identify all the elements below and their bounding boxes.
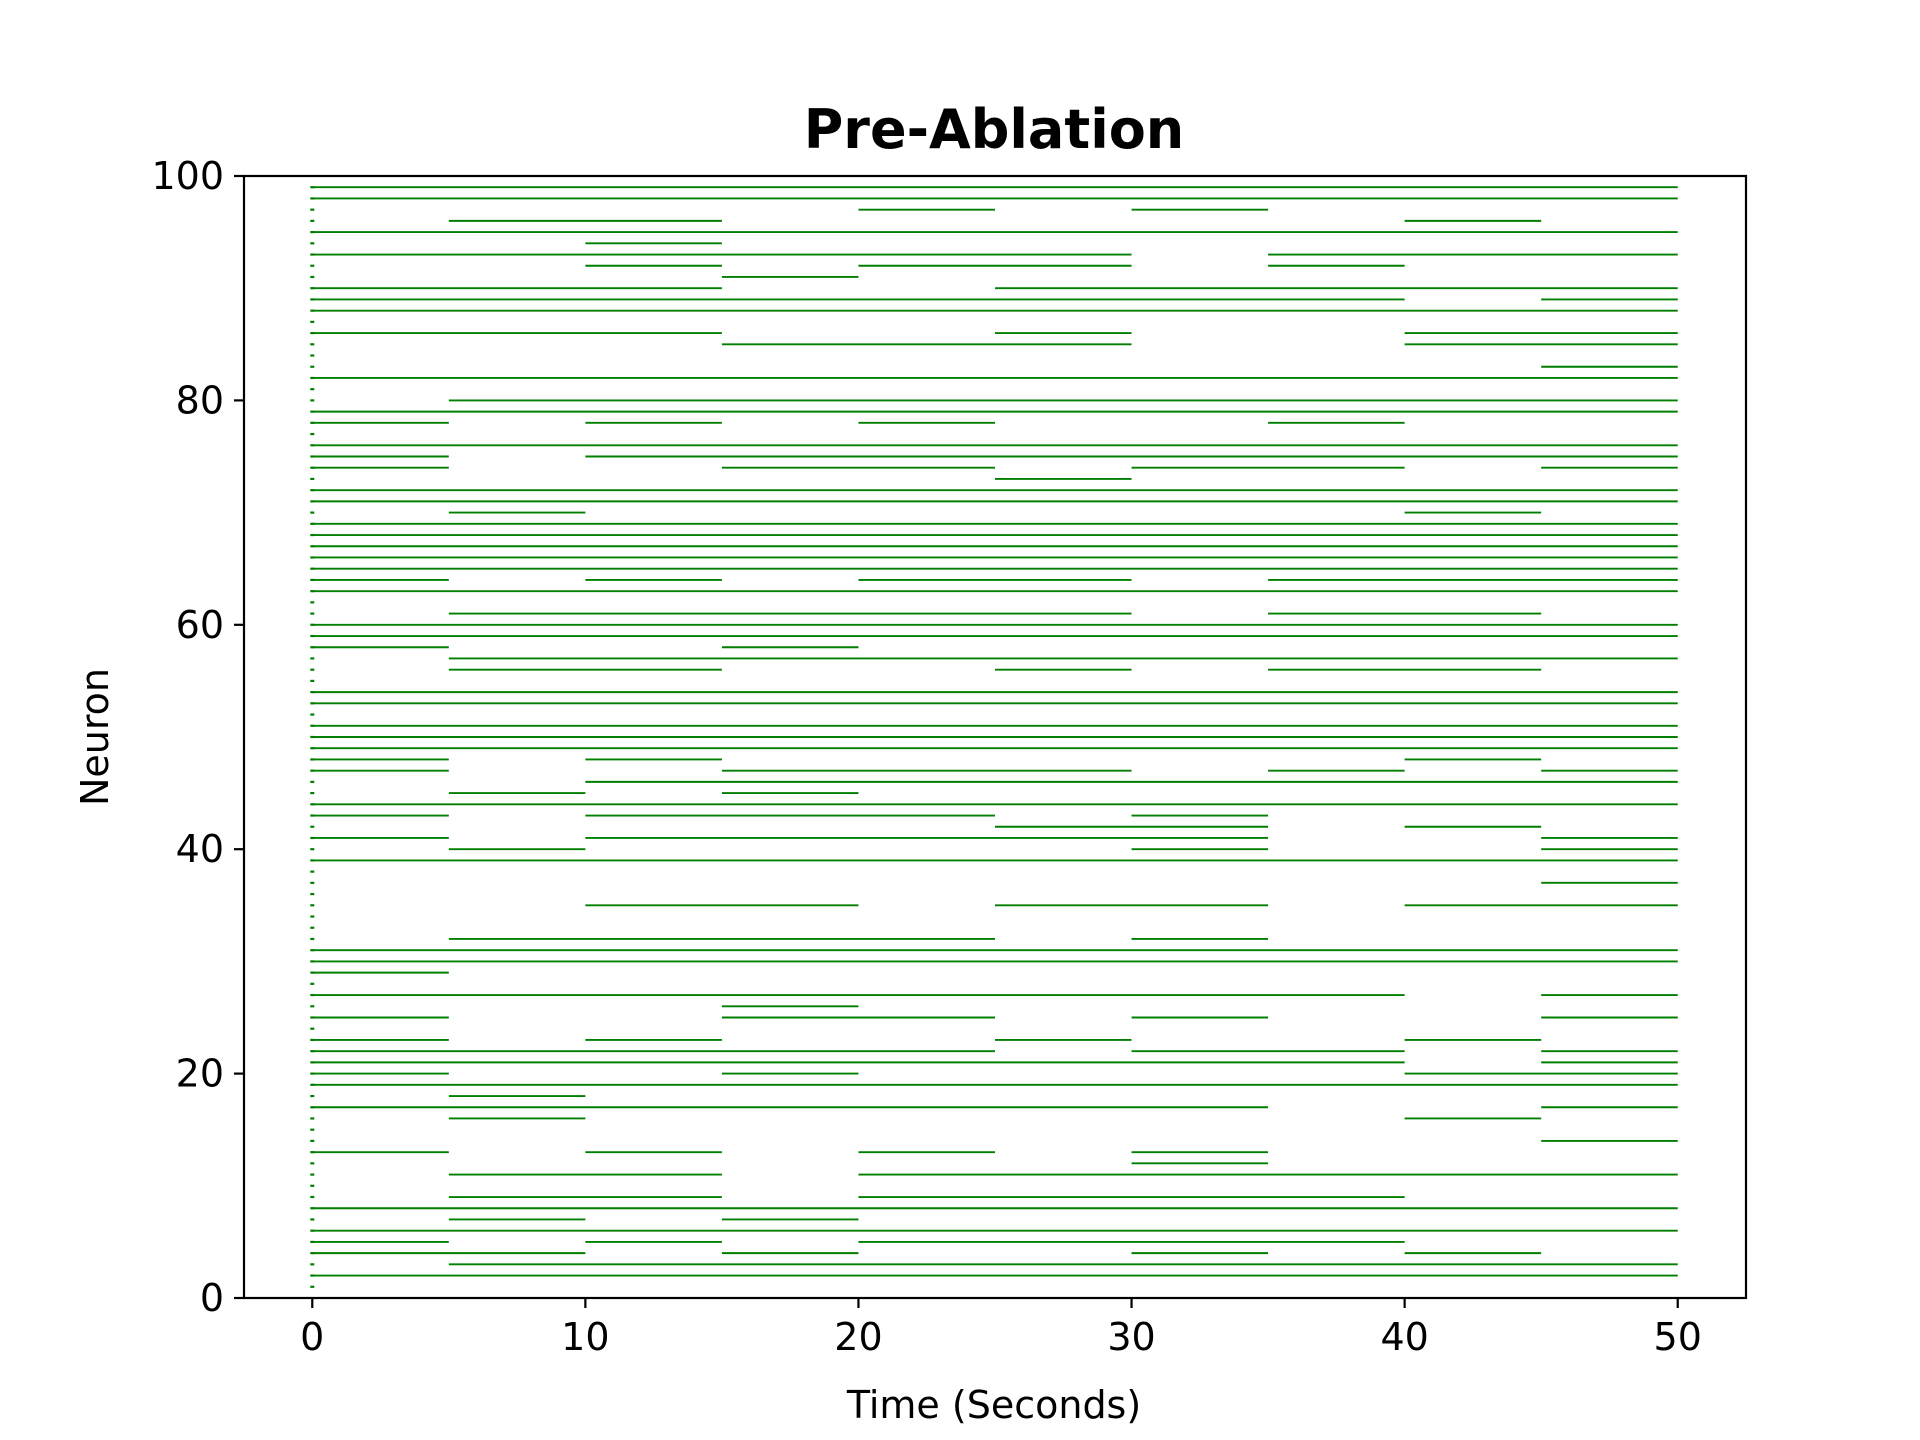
x-axis-ticks: 0 10 20 30 40 50: [300, 1298, 1702, 1359]
x-tick-label: 50: [1654, 1315, 1702, 1359]
x-tick-label: 10: [561, 1315, 609, 1359]
y-tick-label: 40: [176, 827, 224, 871]
chart-title: Pre-Ablation: [804, 98, 1185, 161]
x-tick-label: 30: [1107, 1315, 1155, 1359]
spike-raster: [312, 186, 1678, 1277]
y-tick-label: 60: [176, 603, 224, 647]
y-tick-label: 20: [176, 1052, 224, 1096]
x-tick-label: 20: [834, 1315, 882, 1359]
x-tick-label: 40: [1380, 1315, 1428, 1359]
plot-frame: [242, 174, 1748, 1300]
x-tick-label: 0: [300, 1315, 324, 1359]
y-axis-ticks: 0 20 40 60 80 100: [151, 154, 244, 1320]
initial-spike-column: [310, 186, 315, 1288]
x-axis-label: Time (Seconds): [846, 1383, 1141, 1427]
y-axis-label: Neuron: [73, 668, 117, 806]
y-tick-label: 100: [151, 154, 224, 198]
y-tick-label: 0: [200, 1276, 224, 1320]
y-tick-label: 80: [176, 378, 224, 422]
